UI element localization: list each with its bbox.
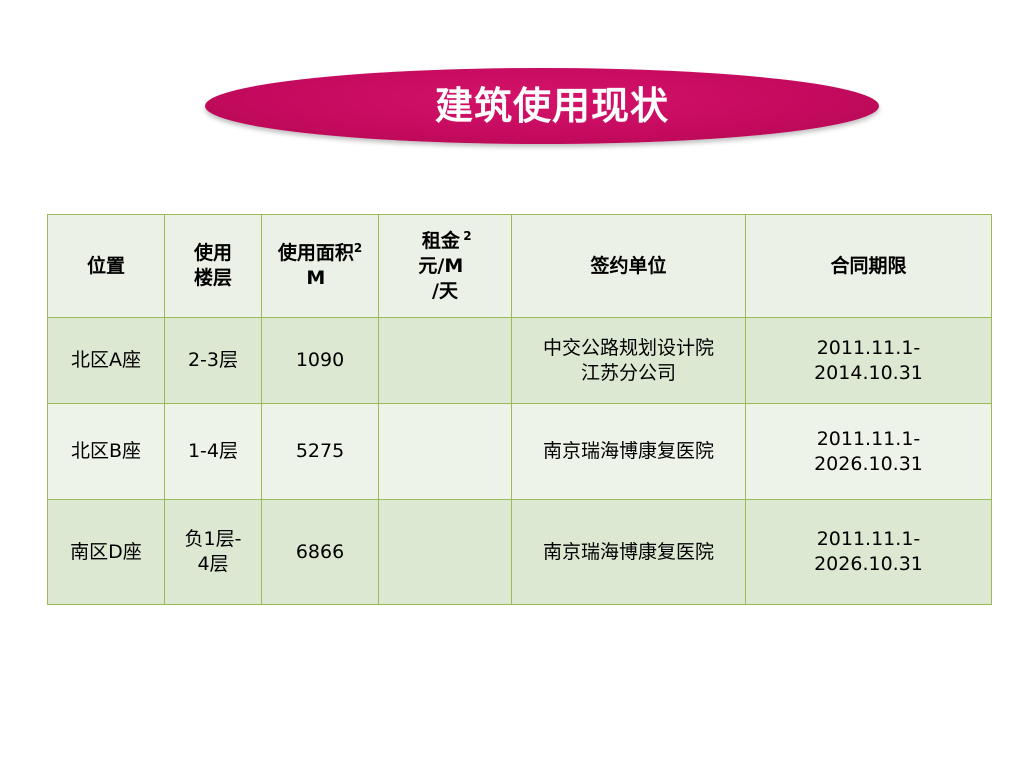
header-rent: 租金 元/M2/天 xyxy=(378,214,512,318)
cell-location: 北区A座 xyxy=(47,317,165,404)
cell-floors: 2-3层 xyxy=(164,317,262,404)
cell-rent xyxy=(378,499,512,605)
header-tenant: 签约单位 xyxy=(511,214,746,318)
cell-area: 5275 xyxy=(261,403,379,500)
header-term: 合同期限 xyxy=(745,214,992,318)
header-rent-superscript: 2 xyxy=(463,228,472,243)
cell-location: 南区D座 xyxy=(47,499,165,605)
cell-term: 2011.11.1- 2026.10.31 xyxy=(745,499,992,605)
building-usage-table: 位置 使用 楼层 使用面积 M2 租金 元/M2/天 签约单位 合同期限 xyxy=(47,214,992,605)
table-row: 南区D座 负1层- 4层 6866 南京瑞海博康复医院 2011.11.1- 2… xyxy=(47,499,992,605)
cell-area: 6866 xyxy=(261,499,379,605)
cell-term: 2011.11.1- 2014.10.31 xyxy=(745,317,992,404)
table-row: 北区B座 1-4层 5275 南京瑞海博康复医院 2011.11.1- 2026… xyxy=(47,403,992,500)
cell-tenant: 南京瑞海博康复医院 xyxy=(511,403,746,500)
cell-rent xyxy=(378,317,512,404)
header-floors: 使用 楼层 xyxy=(164,214,262,318)
cell-floors: 1-4层 xyxy=(164,403,262,500)
cell-tenant: 南京瑞海博康复医院 xyxy=(511,499,746,605)
table-header-row: 位置 使用 楼层 使用面积 M2 租金 元/M2/天 签约单位 合同期限 xyxy=(47,214,992,318)
cell-tenant: 中交公路规划设计院 江苏分公司 xyxy=(511,317,746,404)
cell-area: 1090 xyxy=(261,317,379,404)
header-area-superscript: 2 xyxy=(353,241,363,255)
title-banner xyxy=(205,68,879,144)
cell-location: 北区B座 xyxy=(47,403,165,500)
header-location: 位置 xyxy=(47,214,165,318)
page-title: 建筑使用现状 xyxy=(434,84,669,128)
cell-floors: 负1层- 4层 xyxy=(164,499,262,605)
cell-rent xyxy=(378,403,512,500)
header-area: 使用面积 M2 xyxy=(261,214,379,318)
cell-term: 2011.11.1- 2026.10.31 xyxy=(745,403,992,500)
table-row: 北区A座 2-3层 1090 中交公路规划设计院 江苏分公司 2011.11.1… xyxy=(47,317,992,404)
